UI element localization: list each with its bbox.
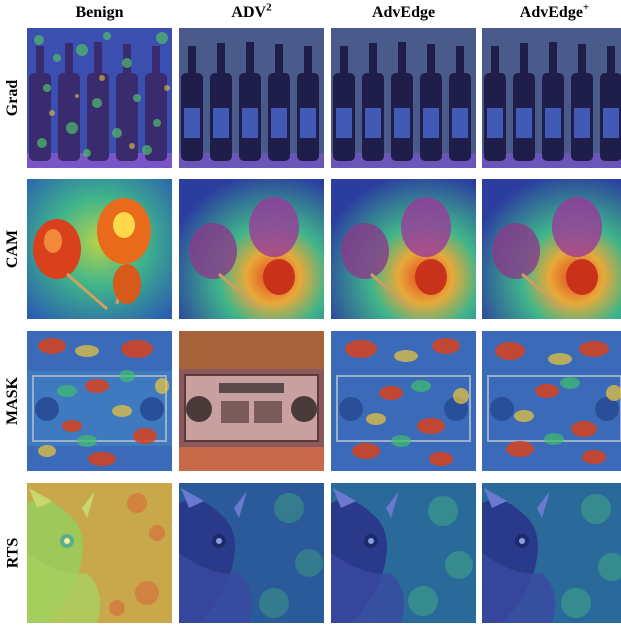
rts-advedge-plus-image [482, 483, 621, 623]
tile-cam-advedge-plus [482, 179, 621, 319]
tile-cam-adv2 [179, 179, 324, 319]
tile-cam-advedge [331, 179, 476, 319]
cam-adv2-image [179, 179, 324, 319]
column-header-advedge-plus: AdvEdge+ [482, 1, 621, 26]
row-label-rts: RTS [0, 483, 26, 623]
tile-rts-benign [27, 483, 172, 623]
row-label-mask: MASK [0, 331, 26, 471]
column-header-sup: + [582, 1, 590, 14]
column-header-label: AdvEdge [519, 4, 583, 21]
tile-mask-advedge-plus [482, 331, 621, 471]
mask-advedge-image [331, 331, 476, 471]
tile-grad-adv2 [179, 28, 324, 168]
column-header-label: AdvEdge [371, 4, 436, 21]
tile-grad-advedge [331, 28, 476, 168]
column-header-label: Benign [75, 4, 124, 21]
tile-grad-advedge-plus [482, 28, 621, 168]
row-label-text: RTS [4, 537, 21, 569]
column-header-advedge: AdvEdge [331, 4, 476, 26]
mask-adv2-image [179, 331, 324, 471]
row-label-cam: CAM [0, 179, 26, 319]
row-label-text: CAM [4, 229, 21, 269]
column-header-label: ADV [231, 4, 267, 21]
column-header-adv2: ADV2 [179, 1, 324, 26]
cam-benign-image [27, 179, 172, 319]
grad-benign-image [27, 28, 172, 168]
grad-advedge-plus-image [482, 28, 621, 168]
mask-advedge-plus-image [482, 331, 621, 471]
grad-advedge-image [331, 28, 476, 168]
rts-adv2-image [179, 483, 324, 623]
grad-adv2-image [179, 28, 324, 168]
tile-mask-benign [27, 331, 172, 471]
cam-advedge-image [331, 179, 476, 319]
tile-grad-benign [27, 28, 172, 168]
rts-benign-image [27, 483, 172, 623]
row-label-grad: Grad [0, 28, 26, 168]
tile-rts-adv2 [179, 483, 324, 623]
column-header-benign: Benign [27, 4, 172, 26]
column-header-sup: 2 [266, 1, 272, 14]
rts-advedge-image [331, 483, 476, 623]
tile-cam-benign [27, 179, 172, 319]
tile-mask-adv2 [179, 331, 324, 471]
tile-rts-advedge-plus [482, 483, 621, 623]
tile-rts-advedge [331, 483, 476, 623]
cam-advedge-plus-image [482, 179, 621, 319]
tile-mask-advedge [331, 331, 476, 471]
row-label-text: Grad [4, 79, 22, 117]
mask-benign-image [27, 331, 172, 471]
row-label-text: MASK [4, 377, 21, 425]
